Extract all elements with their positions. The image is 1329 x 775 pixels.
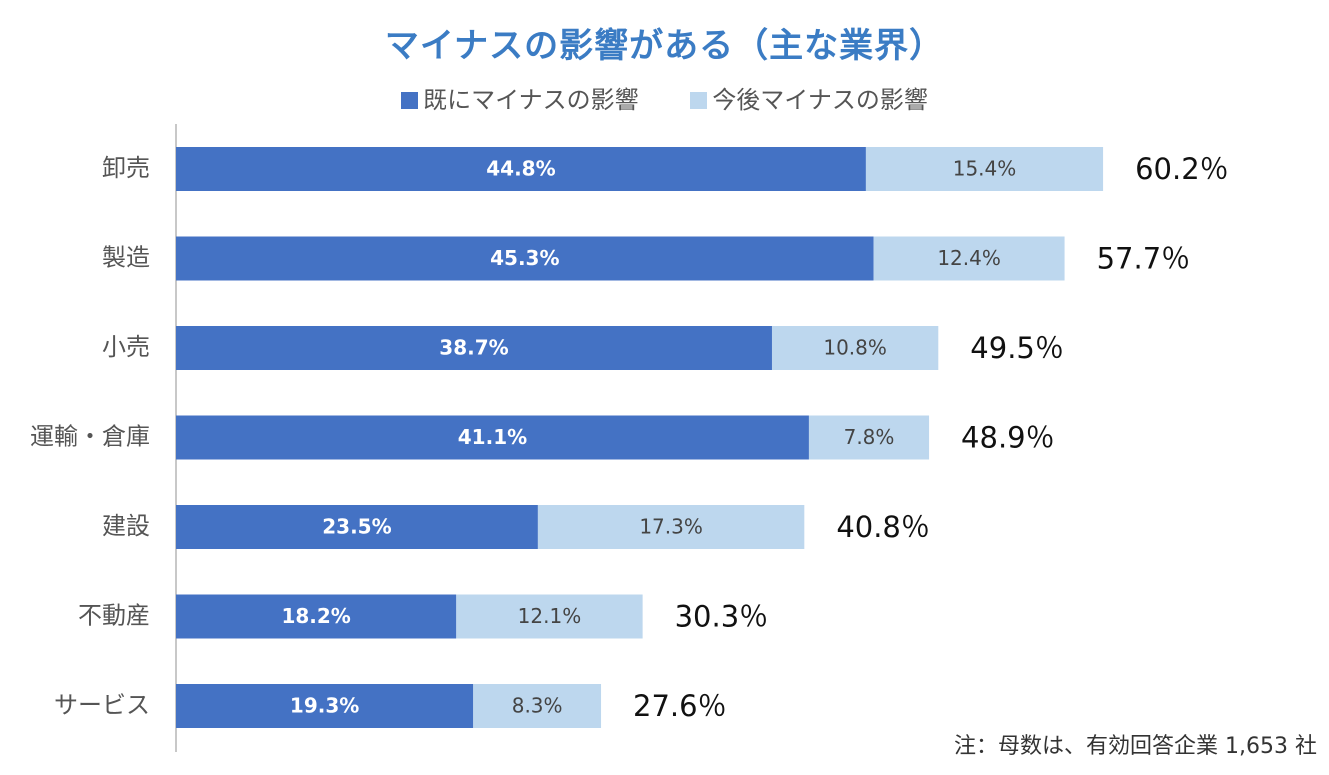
bar-series1 xyxy=(176,147,866,191)
bar-series1 xyxy=(176,236,874,281)
data-label-series1: 44.8% xyxy=(486,157,555,181)
bar-series2 xyxy=(456,594,643,639)
legend: 既にマイナスの影響 今後マイナスの影響 xyxy=(0,80,1329,115)
total-label: 30.3％ xyxy=(675,600,769,634)
footnote: 注：母数は、有効回答企業 1,653 社 xyxy=(954,734,1317,759)
bar-series2 xyxy=(771,326,939,370)
data-label-series2: 17.3% xyxy=(639,515,703,539)
total-label: 48.9％ xyxy=(961,421,1055,455)
category-label: 不動産 xyxy=(78,602,150,630)
data-label-series2: 12.4% xyxy=(937,246,1001,270)
legend-item-series2: 今後マイナスの影響 xyxy=(690,80,928,115)
bar-series1 xyxy=(176,415,809,460)
legend-swatch-series1 xyxy=(401,92,419,109)
bar-series2 xyxy=(873,236,1065,281)
bar-series1 xyxy=(176,684,474,728)
total-label: 27.6％ xyxy=(633,689,727,723)
data-label-series2: 15.4% xyxy=(953,157,1017,181)
legend-swatch-series2 xyxy=(690,92,708,109)
category-label: サービス xyxy=(54,691,150,719)
legend-item-series1: 既にマイナスの影響 xyxy=(401,80,639,115)
data-label-series1: 38.7% xyxy=(439,336,508,360)
data-label-series2: 12.1% xyxy=(518,604,582,628)
legend-label-series2: 今後マイナスの影響 xyxy=(712,86,928,114)
data-label-series1: 23.5% xyxy=(322,515,391,539)
data-label-series2: 10.8% xyxy=(823,336,887,360)
category-label: 製造 xyxy=(102,244,150,272)
chart-title: マイナスの影響がある（主な業界） xyxy=(384,26,945,66)
total-label: 57.7％ xyxy=(1097,242,1191,276)
category-label: 運輸・倉庫 xyxy=(30,423,150,451)
bar-series2 xyxy=(537,505,805,549)
data-label-series2: 8.3% xyxy=(512,694,563,718)
total-label: 60.2％ xyxy=(1135,152,1229,186)
data-label-series1: 18.2% xyxy=(281,604,350,628)
total-label: 49.5％ xyxy=(970,331,1064,365)
total-label: 40.8％ xyxy=(836,510,930,544)
bar-series2 xyxy=(865,147,1104,191)
bar-series1 xyxy=(176,505,538,549)
data-label-series1: 41.1% xyxy=(458,425,527,449)
bar-series2 xyxy=(473,684,602,728)
bar-series2 xyxy=(808,415,930,460)
data-label-series1: 45.3% xyxy=(490,246,559,270)
category-label: 小売 xyxy=(102,333,150,361)
bar-series1 xyxy=(176,594,457,639)
legend-label-series1: 既にマイナスの影響 xyxy=(423,86,639,114)
category-label: 建設 xyxy=(102,512,150,540)
bar-series1 xyxy=(176,326,772,370)
category-label: 卸売 xyxy=(102,154,150,182)
data-label-series1: 19.3% xyxy=(290,694,359,718)
data-label-series2: 7.8% xyxy=(844,425,895,449)
